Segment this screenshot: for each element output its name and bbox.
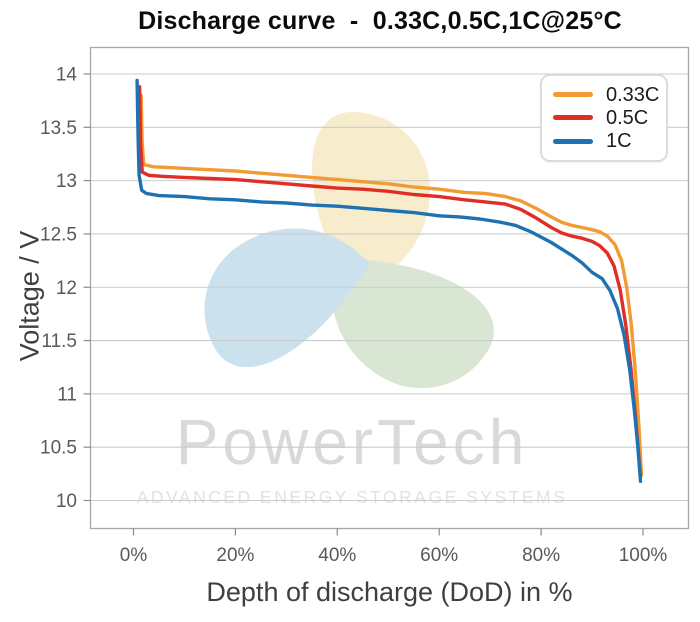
plot-border — [89, 46, 690, 530]
watermark-text: PowerTech — [176, 406, 529, 478]
legend-swatch-0.33C — [553, 92, 593, 98]
y-tick-label: 13 — [56, 171, 77, 192]
watermark-logo — [204, 112, 494, 389]
x-tick-label: 40% — [318, 545, 356, 566]
y-tick-label: 11.5 — [41, 331, 77, 352]
legend-swatch-1C — [553, 138, 593, 144]
legend-item-1C[interactable]: 1C — [553, 131, 662, 151]
logo-petal-right — [332, 257, 494, 389]
series-line-1C — [135, 78, 643, 483]
legend-item-0.33C[interactable]: 0.33C — [553, 85, 662, 105]
logo-petal-left — [204, 228, 370, 368]
legend-label-0.33C: 0.33C — [606, 83, 660, 106]
y-tick-label: 12.5 — [40, 224, 77, 245]
y-axis-title: Voltage / V — [14, 230, 45, 362]
watermark-tagline: ADVANCED ENERGY STORAGE SYSTEMS — [137, 487, 568, 507]
axis-ticks — [83, 73, 644, 536]
watermark: PowerTech ADVANCED ENERGY STORAGE SYSTEM… — [137, 112, 568, 507]
x-tick-label: 60% — [420, 545, 458, 566]
series-line-0.5C — [137, 85, 643, 479]
chart-title: Discharge curve - 0.33C,0.5C,1C@25°C — [138, 7, 622, 35]
y-tick-label: 14 — [56, 65, 78, 86]
x-tick-label: 20% — [216, 545, 254, 566]
x-axis-title: Depth of discharge (DoD) in % — [206, 577, 573, 607]
y-tick-label: 10.5 — [40, 438, 77, 459]
gridlines — [90, 73, 689, 502]
x-tick-label: 0% — [120, 545, 148, 566]
x-tick-label: 80% — [522, 545, 560, 566]
y-tick-label: 11 — [57, 384, 77, 405]
legend: 0.33C 0.5C 1C — [540, 74, 668, 162]
legend-label-1C: 1C — [606, 130, 632, 153]
legend-item-0.5C[interactable]: 0.5C — [553, 108, 662, 128]
y-tick-label: 13.5 — [40, 118, 77, 139]
x-tick-label: 100% — [619, 545, 668, 566]
series-line-0.33C — [139, 93, 644, 477]
legend-swatch-0.5C — [553, 115, 593, 121]
series-lines — [135, 78, 644, 483]
y-tick-label: 10 — [56, 491, 77, 512]
y-tick-label: 12 — [56, 278, 77, 299]
legend-label-0.5C: 0.5C — [606, 106, 649, 129]
